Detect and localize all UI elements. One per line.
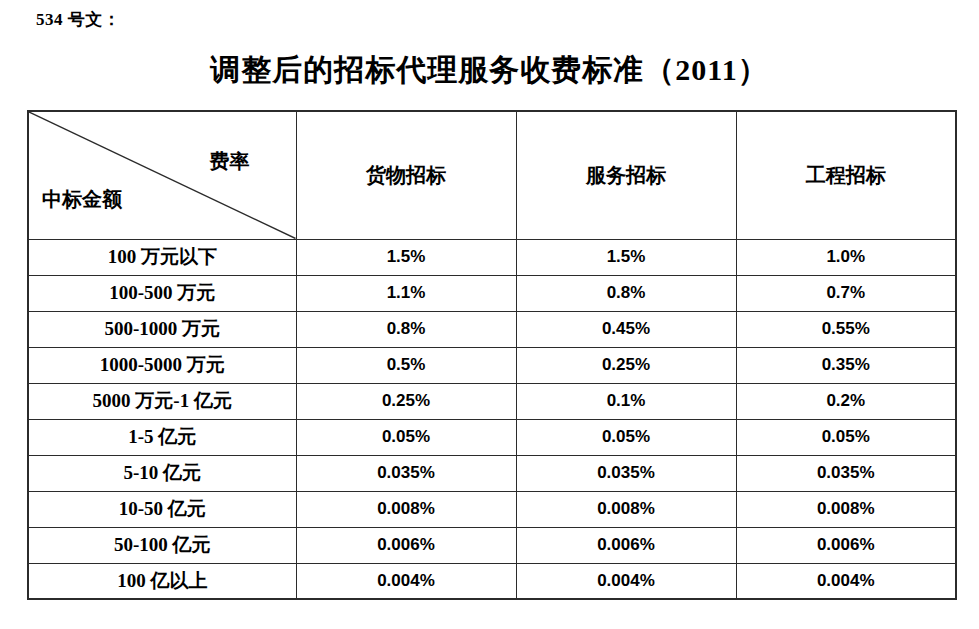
- rate-cell: 0.45%: [516, 311, 736, 347]
- rate-cell: 0.006%: [736, 527, 956, 563]
- rate-cell: 0.004%: [296, 563, 516, 599]
- table-row: 500-1000 万元 0.8% 0.45% 0.55%: [28, 311, 956, 347]
- column-header-goods: 货物招标: [296, 111, 516, 239]
- rate-cell: 0.008%: [736, 491, 956, 527]
- rate-cell: 0.008%: [296, 491, 516, 527]
- corner-label-fee-rate: 费率: [210, 148, 250, 175]
- rate-cell: 0.035%: [296, 455, 516, 491]
- row-label: 1000-5000 万元: [28, 347, 296, 383]
- table-row: 100-500 万元 1.1% 0.8% 0.7%: [28, 275, 956, 311]
- rate-cell: 1.1%: [296, 275, 516, 311]
- column-header-services: 服务招标: [516, 111, 736, 239]
- doc-number: 534 号文：: [36, 8, 120, 31]
- diagonal-divider-line: [29, 112, 296, 239]
- document-page: 534 号文： 调整后的招标代理服务收费标准（2011） 费率 中标金额 货物招…: [0, 0, 979, 629]
- row-label: 5-10 亿元: [28, 455, 296, 491]
- table-row: 50-100 亿元 0.006% 0.006% 0.006%: [28, 527, 956, 563]
- row-label: 500-1000 万元: [28, 311, 296, 347]
- row-label: 100 万元以下: [28, 239, 296, 275]
- rate-cell: 0.006%: [296, 527, 516, 563]
- rate-cell: 0.004%: [736, 563, 956, 599]
- rate-cell: 0.008%: [516, 491, 736, 527]
- rate-cell: 0.35%: [736, 347, 956, 383]
- row-label: 1-5 亿元: [28, 419, 296, 455]
- rate-cell: 0.05%: [736, 419, 956, 455]
- table-row: 100 万元以下 1.5% 1.5% 1.0%: [28, 239, 956, 275]
- row-label: 50-100 亿元: [28, 527, 296, 563]
- column-header-works: 工程招标: [736, 111, 956, 239]
- rate-cell: 0.25%: [516, 347, 736, 383]
- table-row: 5000 万元-1 亿元 0.25% 0.1% 0.2%: [28, 383, 956, 419]
- rate-cell: 0.8%: [296, 311, 516, 347]
- rate-cell: 0.7%: [736, 275, 956, 311]
- rate-cell: 0.05%: [296, 419, 516, 455]
- rate-cell: 0.2%: [736, 383, 956, 419]
- row-label: 5000 万元-1 亿元: [28, 383, 296, 419]
- page-title: 调整后的招标代理服务收费标准（2011）: [0, 50, 979, 91]
- row-label: 10-50 亿元: [28, 491, 296, 527]
- rate-cell: 0.004%: [516, 563, 736, 599]
- rate-cell: 1.5%: [296, 239, 516, 275]
- corner-label-bid-amount: 中标金额: [42, 186, 122, 213]
- rate-cell: 0.8%: [516, 275, 736, 311]
- rate-cell: 0.05%: [516, 419, 736, 455]
- rate-cell: 0.5%: [296, 347, 516, 383]
- table-row: 100 亿以上 0.004% 0.004% 0.004%: [28, 563, 956, 599]
- rate-cell: 1.0%: [736, 239, 956, 275]
- rate-cell: 0.035%: [516, 455, 736, 491]
- table-row: 1000-5000 万元 0.5% 0.25% 0.35%: [28, 347, 956, 383]
- rate-cell: 0.035%: [736, 455, 956, 491]
- row-label: 100 亿以上: [28, 563, 296, 599]
- table-row: 1-5 亿元 0.05% 0.05% 0.05%: [28, 419, 956, 455]
- corner-header-cell: 费率 中标金额: [28, 111, 296, 239]
- rate-cell: 0.006%: [516, 527, 736, 563]
- row-label: 100-500 万元: [28, 275, 296, 311]
- rate-cell: 0.25%: [296, 383, 516, 419]
- rate-cell: 1.5%: [516, 239, 736, 275]
- rate-cell: 0.55%: [736, 311, 956, 347]
- fee-rate-table: 费率 中标金额 货物招标 服务招标 工程招标 100 万元以下 1.5% 1.5…: [27, 110, 957, 600]
- table-row: 5-10 亿元 0.035% 0.035% 0.035%: [28, 455, 956, 491]
- table-header-row: 费率 中标金额 货物招标 服务招标 工程招标: [28, 111, 956, 239]
- table-row: 10-50 亿元 0.008% 0.008% 0.008%: [28, 491, 956, 527]
- rate-cell: 0.1%: [516, 383, 736, 419]
